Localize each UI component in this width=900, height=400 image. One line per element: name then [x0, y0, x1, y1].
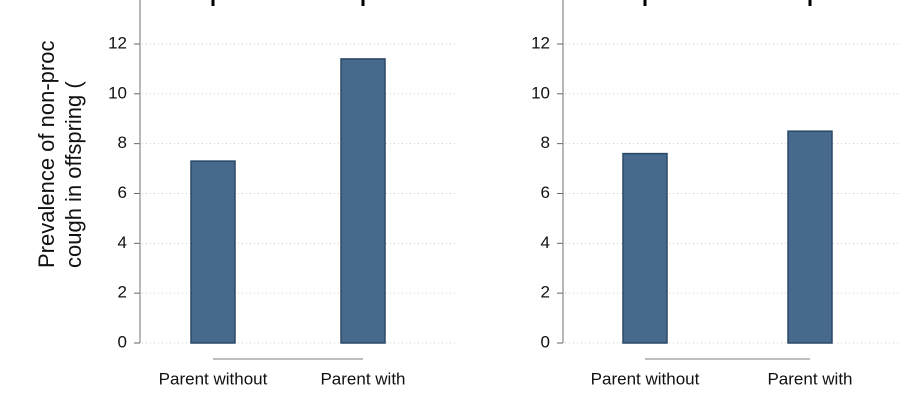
y-tick-label: 0: [118, 332, 127, 351]
x-tick-label: Parent with: [320, 369, 405, 388]
y-tick-label: 2: [541, 283, 550, 302]
y-tick-label: 12: [531, 33, 550, 52]
y-tick-label: 2: [118, 283, 127, 302]
y-tick-label: 12: [108, 33, 127, 52]
y-tick-label: 0: [541, 332, 550, 351]
y-tick-label: 10: [108, 83, 127, 102]
top-marks: [211, 0, 812, 6]
y-tick-label: 4: [541, 233, 550, 252]
y-tick-label: 8: [541, 133, 550, 152]
x-tick-label: Parent without: [591, 369, 700, 388]
bar: [340, 58, 386, 344]
bar: [787, 130, 833, 344]
y-tick-label: 10: [531, 83, 550, 102]
y-axis-label: Prevalence of non-proc: [34, 41, 59, 268]
ylabel: Prevalence of non-proc cough in offsprin…: [34, 41, 86, 268]
y-tick-label: 8: [118, 133, 127, 152]
bar: [622, 152, 668, 344]
y-tick-label: 6: [541, 183, 550, 202]
y-tick-label: 4: [118, 233, 127, 252]
bar: [190, 160, 236, 344]
y-axis-label: cough in offspring (: [61, 81, 86, 268]
x-tick-label: Parent with: [767, 369, 852, 388]
y-tick-label: 6: [118, 183, 127, 202]
x-tick-label: Parent without: [159, 369, 268, 388]
